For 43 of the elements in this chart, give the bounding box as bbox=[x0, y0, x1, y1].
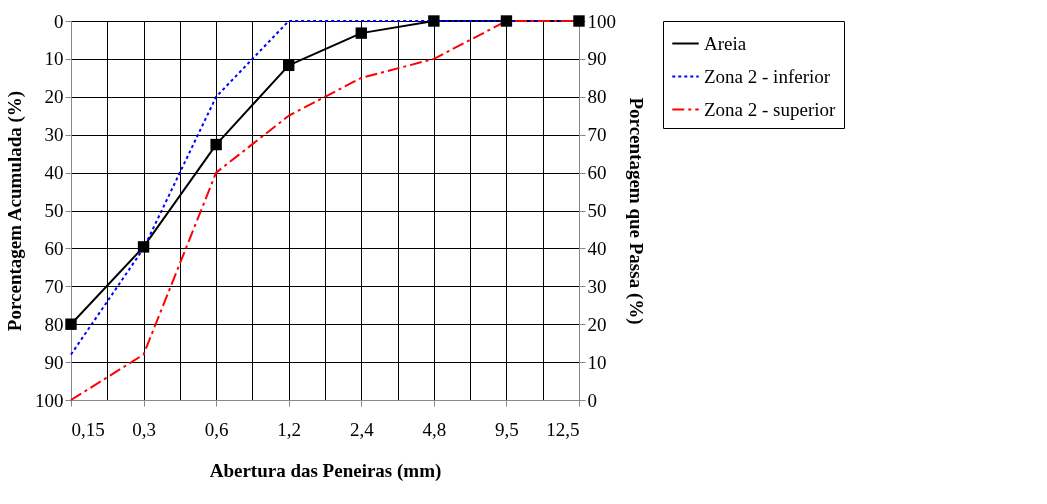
x-tick-label: 12,5 bbox=[546, 418, 580, 440]
y-tick-label: 40 bbox=[44, 162, 64, 184]
y-tick-label: 50 bbox=[44, 200, 64, 221]
point bbox=[65, 318, 77, 330]
x-axis-title: Abertura das Peneiras (mm) bbox=[209, 459, 442, 482]
x-tick-label: 1,2 bbox=[277, 418, 302, 440]
y-tick-label: 90 bbox=[44, 351, 64, 373]
y2-tick-label: 50 bbox=[587, 200, 607, 221]
y2-tick-label: 20 bbox=[587, 313, 607, 335]
point bbox=[500, 15, 513, 27]
y2-tick-label: 10 bbox=[587, 351, 607, 373]
y2-axis-title: Porcentagem que Passa (%) bbox=[625, 97, 647, 325]
x-tick-label: 0,6 bbox=[204, 418, 229, 440]
y-tick-label: 0 bbox=[54, 10, 64, 32]
y-tick-label: 10 bbox=[44, 48, 64, 70]
y2-tick-label: 60 bbox=[587, 162, 607, 184]
legend-label: Zona 2 - superior bbox=[704, 98, 837, 120]
y2-tick-label: 80 bbox=[587, 86, 607, 108]
x-tick-label: 2,4 bbox=[349, 418, 375, 440]
x-tick-label: 0,15 bbox=[71, 418, 105, 440]
x-tick-label: 9,5 bbox=[495, 418, 519, 440]
y-tick-label: 30 bbox=[44, 124, 64, 146]
point bbox=[210, 138, 222, 151]
y-tick-label: 20 bbox=[44, 86, 64, 108]
point bbox=[283, 59, 295, 72]
point bbox=[137, 241, 150, 253]
y2-tick-label: 40 bbox=[587, 237, 607, 259]
point bbox=[428, 15, 440, 27]
y2-tick-label: 70 bbox=[587, 124, 607, 146]
x-tick-label: 0,3 bbox=[132, 418, 156, 440]
y2-tick-label: 100 bbox=[587, 10, 616, 32]
y2-tick-label: 0 bbox=[587, 389, 597, 411]
y-tick-label: 70 bbox=[44, 275, 64, 297]
point bbox=[355, 27, 367, 39]
y-axis-title: Porcentagem Acumulada (%) bbox=[4, 90, 26, 332]
y2-tick-label: 30 bbox=[587, 275, 607, 297]
y-tick-label: 80 bbox=[44, 313, 64, 335]
x-tick-label: 4,8 bbox=[422, 418, 447, 440]
legend-label: Areia bbox=[704, 32, 747, 54]
y-tick-label: 100 bbox=[35, 389, 64, 411]
y-tick-label: 60 bbox=[44, 237, 64, 259]
y2-tick-label: 90 bbox=[587, 48, 607, 70]
legend-label: Zona 2 - inferior bbox=[704, 65, 831, 87]
